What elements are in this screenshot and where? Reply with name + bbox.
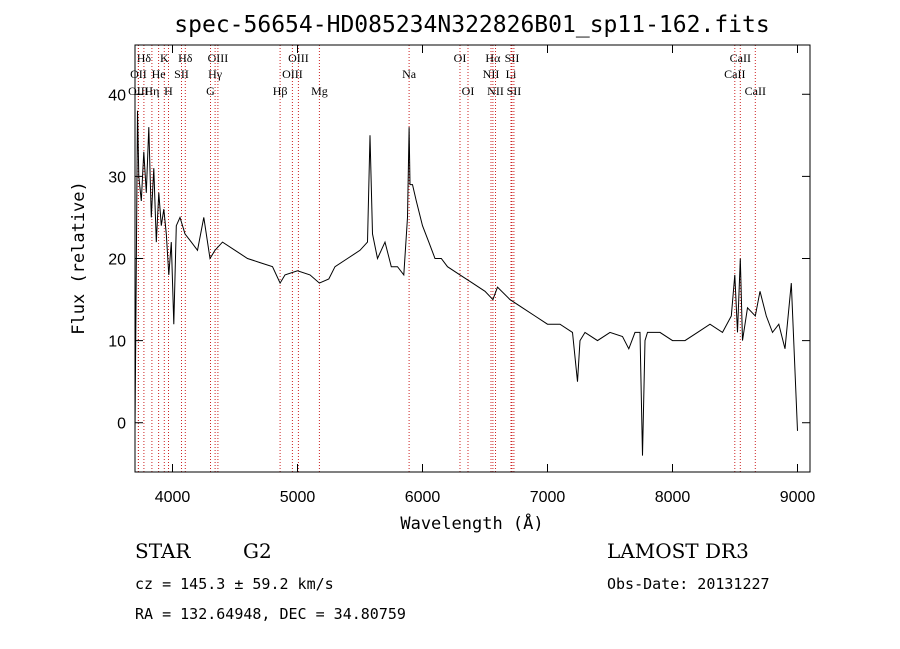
x-tick-label: 9000 [780,489,816,506]
x-tick-label: 4000 [155,489,191,506]
redshift-readout: cz = 145.3 ± 59.2 km/s [135,575,334,593]
line-marker-label-15: Mg [311,84,328,98]
line-marker-label-23: NII [487,84,504,98]
line-marker-label-19: Hα [485,51,501,65]
line-marker-label-12: Hβ [273,84,288,98]
line-marker-label-16: Na [402,67,417,81]
line-marker-label-25: CaII [730,51,751,65]
spectral-subclass: G2 [243,539,272,563]
line-marker-label-17: OI [454,51,467,65]
line-marker-label-22: Li [506,67,517,81]
x-axis-label: Wavelength (Å) [400,512,543,534]
spectrum-line [134,110,798,456]
y-tick-label: 40 [108,87,126,104]
line-marker-label-7: H [164,84,173,98]
line-marker-label-11: G [206,84,215,98]
line-marker-label-14: OIII [282,67,303,81]
survey-name: LAMOST DR3 [607,539,749,563]
line-marker-label-9: OIII [208,51,229,65]
line-marker-label-20: SII [505,51,520,65]
line-marker-label-4: Hη [144,84,159,98]
axis-ticks: 4000 5000 6000 7000 8000 9000 0 10 20 30 40 [108,45,815,506]
line-marker-label-18: OI [462,84,475,98]
chart-title: spec-56654-HD085234N322826B01_sp11-162.f… [174,12,769,38]
line-marker-label-21: NII [483,67,500,81]
y-tick-label: 10 [108,334,126,351]
x-tick-label: 6000 [405,489,441,506]
line-marker-label-26: CaII [724,67,745,81]
object-class: STAR [135,539,191,563]
line-marker-label-0: Hδ [137,51,152,65]
line-marker-label-3: He [152,67,166,81]
line-marker-label-27: CaII [745,84,766,98]
y-tick-label: 30 [108,169,126,186]
x-tick-label: 8000 [655,489,691,506]
obs-date: Obs-Date: 20131227 [607,575,770,593]
x-tick-label: 5000 [280,489,316,506]
line-marker-label-13: OIII [288,51,309,65]
x-tick-label: 7000 [530,489,566,506]
plot-frame [134,44,811,473]
y-axis-label: Flux (relative) [69,181,89,335]
line-marker-label-2: OIII [128,84,149,98]
y-tick-label: 20 [108,252,126,269]
line-marker-label-24: SII [507,84,522,98]
line-marker-label-1: OII [130,67,147,81]
line-marker-label-8: Hδ [178,51,193,65]
line-marker-label-10: Hγ [208,67,223,81]
y-tick-label: 0 [117,416,126,433]
coordinates: RA = 132.64948, DEC = 34.80759 [135,605,406,623]
line-marker-label-5: K [160,51,169,65]
line-marker-label-6: SII [174,67,189,81]
